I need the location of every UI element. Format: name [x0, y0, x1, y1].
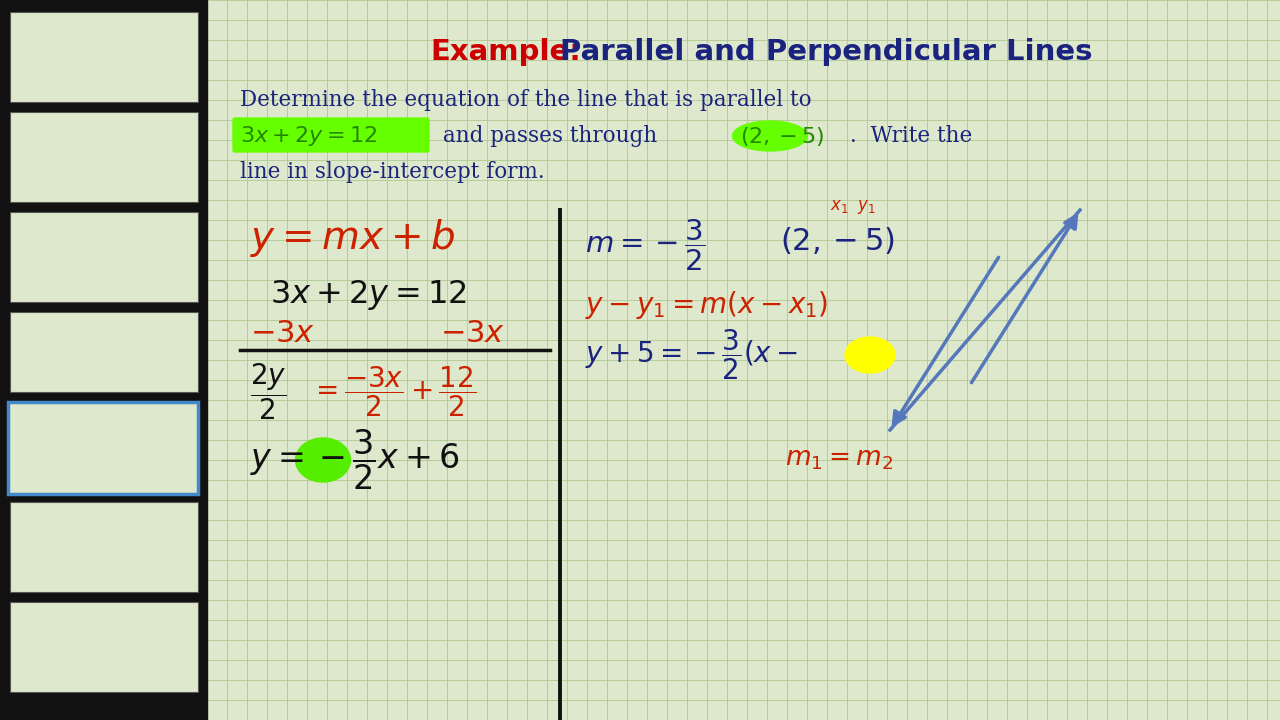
- Ellipse shape: [845, 337, 895, 373]
- Bar: [0, 0, 207, 720]
- Text: $x_1 \;\; y_1$: $x_1 \;\; y_1$: [829, 198, 876, 216]
- Bar: [10, 402, 198, 492]
- Text: $-3x$: $-3x$: [250, 318, 315, 348]
- Ellipse shape: [732, 121, 808, 151]
- Bar: [10, 502, 198, 592]
- Text: and passes through: and passes through: [436, 125, 664, 147]
- Text: $y = mx + b$: $y = mx + b$: [250, 217, 456, 259]
- Text: line in slope-intercept form.: line in slope-intercept form.: [241, 161, 544, 183]
- Text: $\left(2,-5\right)$: $\left(2,-5\right)$: [780, 225, 895, 256]
- Bar: [10, 112, 198, 202]
- Ellipse shape: [296, 438, 351, 482]
- Text: Determine the equation of the line that is parallel to: Determine the equation of the line that …: [241, 89, 812, 111]
- Bar: [8, 402, 198, 494]
- Text: $m = -\dfrac{3}{2}$: $m = -\dfrac{3}{2}$: [585, 217, 705, 273]
- Text: $(2,-5)$: $(2,-5)$: [740, 125, 824, 148]
- Text: $= \dfrac{-3x}{2} + \dfrac{12}{2}$: $= \dfrac{-3x}{2} + \dfrac{12}{2}$: [310, 364, 476, 419]
- Text: Example:: Example:: [430, 38, 581, 66]
- Text: $\dfrac{2y}{2}$: $\dfrac{2y}{2}$: [250, 361, 287, 423]
- Text: $y + 5 = -\dfrac{3}{2}(x -$: $y + 5 = -\dfrac{3}{2}(x -$: [585, 328, 799, 382]
- Text: $-3x$: $-3x$: [440, 318, 506, 348]
- Text: .  Write the: . Write the: [850, 125, 973, 147]
- Bar: [10, 212, 198, 302]
- Bar: [10, 12, 198, 102]
- Text: $3x + 2y = 12$: $3x + 2y = 12$: [241, 124, 378, 148]
- Text: Parallel and Perpendicular Lines: Parallel and Perpendicular Lines: [561, 38, 1093, 66]
- Text: $y = -\dfrac{3}{2}x + 6$: $y = -\dfrac{3}{2}x + 6$: [250, 428, 460, 492]
- Text: $m_1 = m_2$: $m_1 = m_2$: [785, 448, 893, 472]
- FancyBboxPatch shape: [233, 118, 429, 152]
- Bar: [10, 312, 198, 392]
- Text: $3x + 2y = 12$: $3x + 2y = 12$: [270, 278, 467, 312]
- Bar: [10, 602, 198, 692]
- Text: $y - y_1 = m(x - x_1)$: $y - y_1 = m(x - x_1)$: [585, 289, 828, 321]
